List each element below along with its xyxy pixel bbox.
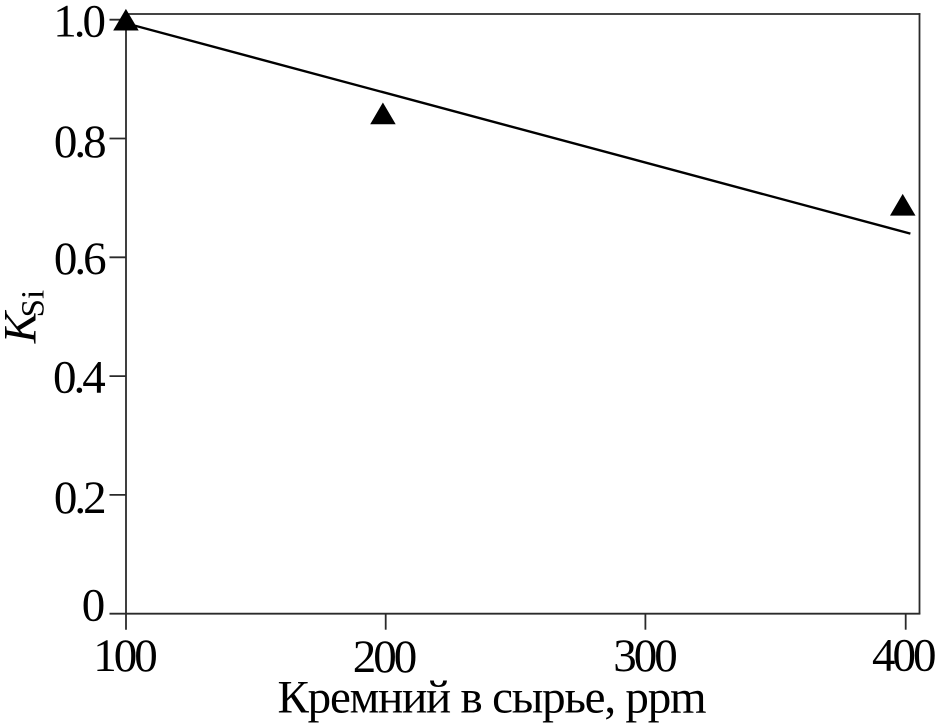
svg-text:Кремний в сырье, ppm: Кремний в сырье, ppm (278, 672, 707, 724)
svg-text:100: 100 (93, 630, 156, 682)
svg-text:200: 200 (353, 631, 416, 683)
svg-text:1.0: 1.0 (53, 0, 104, 48)
svg-text:400: 400 (872, 630, 935, 682)
svg-text:300: 300 (613, 630, 676, 682)
svg-text:0.2: 0.2 (54, 472, 104, 524)
svg-text:KSi: KSi (0, 290, 52, 344)
svg-text:0.6: 0.6 (54, 233, 106, 285)
svg-text:0: 0 (82, 580, 104, 632)
svg-text:0.8: 0.8 (54, 116, 105, 168)
svg-text:0.4: 0.4 (53, 352, 105, 404)
